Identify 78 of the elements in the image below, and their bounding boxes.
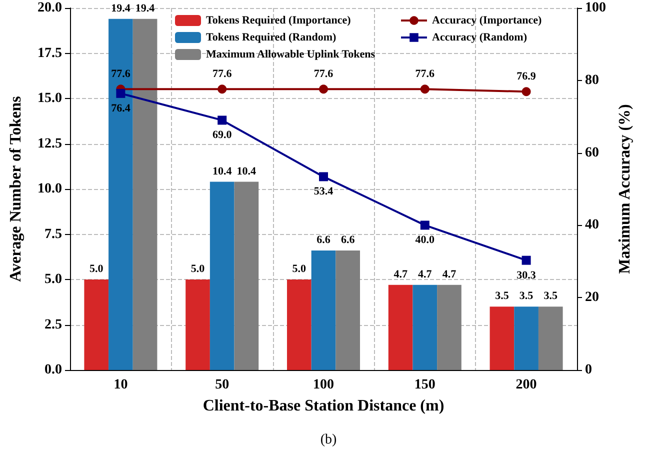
y-tick-label: 12.5 — [38, 136, 62, 152]
data-label: 3.5 — [544, 290, 558, 302]
data-label: 5.0 — [292, 263, 307, 275]
bar — [538, 306, 563, 370]
point — [522, 256, 531, 265]
y-tick-label: 10.0 — [38, 182, 62, 196]
data-label: 77.6 — [111, 68, 131, 80]
bar — [437, 284, 462, 370]
x-tick-label: 100 — [313, 378, 334, 392]
bar — [108, 18, 133, 370]
bar — [412, 284, 438, 370]
bar — [286, 280, 312, 370]
data-label: 40.0 — [415, 234, 436, 246]
point — [218, 116, 227, 125]
data-label: 69.0 — [212, 129, 232, 142]
x-tick-label: 10 — [114, 378, 128, 392]
y2-tick-label: 60 — [585, 145, 599, 160]
bar — [388, 284, 413, 370]
legend-label: Accuracy (Random) — [432, 32, 528, 44]
bar — [186, 280, 210, 370]
bar — [84, 280, 109, 370]
data-label: 3.5 — [519, 290, 534, 302]
y2-tick-label: 80 — [585, 72, 599, 88]
data-label: 77.6 — [415, 68, 436, 80]
y-axis-title: Average Number of Tokens — [8, 96, 24, 282]
x-axis-title: Client-to-Base Station Distance (m) — [202, 398, 444, 414]
data-label: 4.7 — [442, 268, 457, 280]
point — [218, 84, 227, 94]
y2-tick-label: 40 — [585, 218, 599, 233]
data-label: 3.5 — [495, 290, 510, 302]
y-tick-label: 5.0 — [44, 272, 62, 287]
bar — [234, 182, 259, 370]
data-label: 77.6 — [314, 68, 334, 80]
legend-label: Tokens Required (Random) — [206, 32, 337, 44]
bar — [311, 250, 336, 370]
data-label: 19.4 — [111, 2, 131, 14]
point — [522, 87, 531, 96]
point — [420, 220, 430, 230]
text: (b) — [320, 432, 337, 448]
bar — [132, 18, 158, 370]
data-label: 10.4 — [212, 165, 232, 178]
y2-axis-title: Maximum Accuracy (%) — [616, 104, 634, 274]
data-label: 77.6 — [212, 68, 232, 80]
data-label: 6.6 — [340, 234, 356, 246]
legend-label: Accuracy (Importance) — [432, 14, 542, 26]
legend-label: Tokens Required (Importance) — [206, 14, 352, 26]
bar — [210, 182, 234, 370]
bar — [336, 250, 360, 370]
point — [420, 84, 430, 94]
y-tick-label: 17.5 — [38, 46, 62, 61]
data-label: 76.9 — [516, 70, 536, 83]
legend-label: Maximum Allowable Uplink Tokens — [206, 48, 376, 60]
y2-tick-label: 0 — [585, 362, 592, 378]
data-label: 76.4 — [111, 102, 131, 114]
data-label: 4.7 — [418, 268, 432, 280]
data-label: 30.3 — [516, 269, 536, 282]
x-tick-label: 50 — [215, 378, 230, 392]
y-tick-label: 15.0 — [38, 91, 62, 106]
data-label: 6.6 — [316, 234, 331, 246]
y2-tick-label: 20 — [585, 290, 599, 306]
point — [319, 172, 328, 182]
bar — [514, 306, 538, 370]
data-label: 5.0 — [190, 263, 206, 275]
y2-tick-label: 100 — [585, 0, 606, 16]
data-label: 53.4 — [314, 186, 334, 198]
point — [319, 84, 328, 94]
bar — [490, 306, 514, 370]
y-tick-label: 0.0 — [44, 362, 62, 378]
x-tick-label: 150 — [414, 378, 436, 392]
data-label: 5.0 — [89, 263, 104, 275]
data-label: 19.4 — [135, 2, 156, 14]
y-tick-label: 2.5 — [44, 317, 62, 332]
point — [116, 88, 126, 98]
y-tick-label: 7.5 — [44, 226, 62, 242]
x-tick-label: 200 — [516, 378, 537, 392]
data-label: 10.4 — [236, 165, 257, 178]
data-label: 4.7 — [394, 268, 408, 280]
y-tick-label: 20.0 — [38, 0, 62, 16]
